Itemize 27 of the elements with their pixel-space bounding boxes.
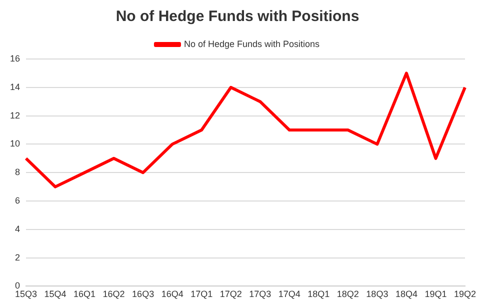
legend-label: No of Hedge Funds with Positions [184, 38, 320, 49]
x-tick-label: 18Q1 [308, 289, 330, 300]
y-tick-label: 2 [14, 252, 20, 262]
x-tick-label: 16Q3 [132, 289, 154, 300]
x-tick-label: 18Q4 [395, 289, 418, 300]
x-tick-label: 16Q1 [74, 289, 96, 300]
x-tick-label: 18Q2 [336, 289, 359, 300]
x-tick-label: 17Q1 [190, 289, 213, 300]
x-tick-label: 16Q4 [161, 289, 184, 300]
x-tick-label: 19Q2 [454, 289, 476, 300]
x-tick-label: 17Q4 [278, 289, 300, 300]
y-tick-label: 16 [10, 53, 20, 64]
y-tick-label: 4 [14, 224, 20, 234]
x-tick-label: 16Q2 [102, 289, 125, 300]
x-tick-label: 19Q1 [424, 289, 447, 300]
x-tick-label: 17Q2 [220, 289, 242, 300]
x-tick-label: 18Q3 [366, 289, 388, 300]
y-tick-label: 8 [14, 167, 20, 178]
y-tick-label: 6 [14, 195, 20, 206]
x-tick-label: 17Q3 [249, 289, 272, 300]
y-tick-label: 10 [10, 138, 20, 149]
x-tick-label: 15Q4 [44, 289, 66, 300]
chart-title: No of Hedge Funds with Positions [116, 8, 360, 26]
x-tick-label: 15Q3 [14, 289, 38, 300]
y-tick-label: 0 [14, 280, 20, 291]
y-tick-label: 12 [10, 110, 20, 120]
y-tick-label: 14 [10, 82, 20, 92]
